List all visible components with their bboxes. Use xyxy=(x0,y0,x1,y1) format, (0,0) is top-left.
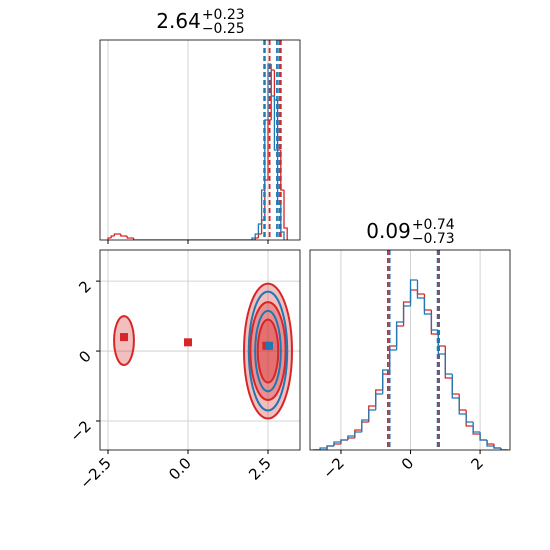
hist-step xyxy=(319,447,328,450)
hist-step xyxy=(423,294,432,311)
hist-step xyxy=(340,439,348,442)
hist-step xyxy=(132,238,137,240)
frame xyxy=(309,249,511,451)
panel: −2 0 2 0.09 +0.74−0.73 xyxy=(309,217,511,482)
contour xyxy=(247,290,289,412)
y-tick-label: 2 xyxy=(75,277,94,296)
plot-area xyxy=(107,40,288,240)
title-plus: +0.74 xyxy=(412,217,455,233)
hist-step xyxy=(113,233,118,236)
plot-area xyxy=(113,282,293,420)
title-value: 0.09 xyxy=(366,219,411,243)
hist-step xyxy=(409,279,418,306)
hist-step xyxy=(416,280,425,299)
hist-step xyxy=(251,237,256,240)
marker xyxy=(120,333,128,342)
hist-step xyxy=(260,189,265,224)
hist-step xyxy=(382,369,390,394)
hist-step xyxy=(486,440,494,445)
title-value: 2.64 xyxy=(156,9,201,33)
panel-title: 2.64 +0.23−0.25 xyxy=(156,7,244,37)
hist-step xyxy=(375,389,383,406)
hist-step xyxy=(409,289,418,302)
hist-step xyxy=(444,346,453,379)
hist-step xyxy=(479,432,488,441)
panel: −2.5 0.0 2.5 −2 0 2 xyxy=(66,249,301,493)
x-tick-label: 2.5 xyxy=(245,454,275,484)
hist-step xyxy=(465,410,474,427)
hist-step xyxy=(423,298,432,315)
hist-step xyxy=(126,236,131,239)
hist-step xyxy=(500,448,508,450)
hist-step xyxy=(395,321,404,350)
plot-area xyxy=(313,250,508,450)
hist-step xyxy=(354,431,362,436)
hist-step xyxy=(361,421,369,430)
marker xyxy=(184,338,192,347)
x-tick-label: 2 xyxy=(467,454,486,473)
hist-step xyxy=(326,445,334,448)
hist-step xyxy=(110,235,115,238)
hist-step xyxy=(254,233,259,238)
title-minus: −0.73 xyxy=(412,231,455,247)
title-minus: −0.25 xyxy=(202,21,245,37)
hist-step xyxy=(458,394,467,411)
hist-step xyxy=(375,393,383,410)
hist-step xyxy=(107,237,112,240)
y-tick-label: 0 xyxy=(75,347,94,366)
marker xyxy=(264,341,273,350)
hist-step xyxy=(270,64,275,97)
hist-step xyxy=(402,305,411,322)
hist-step xyxy=(361,419,369,432)
hist-step xyxy=(458,398,467,415)
hist-step xyxy=(472,426,481,435)
hist-step xyxy=(283,190,288,240)
title-plus: +0.23 xyxy=(202,7,245,23)
panel: 2.64 +0.23−0.25 xyxy=(99,7,301,244)
hist-step xyxy=(389,349,397,370)
frame xyxy=(99,249,301,451)
hist-step xyxy=(368,405,376,422)
y-tick-label: −2 xyxy=(66,417,94,445)
hist-step xyxy=(354,429,362,438)
contour xyxy=(254,309,282,393)
contour xyxy=(249,301,287,401)
hist-step xyxy=(465,414,474,423)
hist-step xyxy=(368,409,376,420)
hist-step xyxy=(479,434,488,441)
hist-step xyxy=(257,223,262,234)
hist-step xyxy=(267,63,272,120)
hist-step xyxy=(416,290,425,295)
hist-step xyxy=(493,446,501,449)
hist-step xyxy=(333,441,341,446)
hist-step xyxy=(120,234,124,237)
x-tick-label: −2 xyxy=(319,454,347,482)
x-tick-label: 0 xyxy=(398,454,417,473)
x-tick-label: −2.5 xyxy=(76,454,114,492)
hist-step xyxy=(273,96,278,151)
panel-title: 0.09 +0.74−0.73 xyxy=(366,217,455,247)
hist-step xyxy=(444,354,453,375)
hist-step xyxy=(451,374,460,399)
hist-step xyxy=(257,233,262,238)
hist-step xyxy=(430,314,439,331)
x-tick-label: 0.0 xyxy=(165,454,195,484)
hist-step xyxy=(486,440,494,447)
hist-step xyxy=(333,443,341,446)
hist-step xyxy=(280,204,285,240)
hist-step xyxy=(347,435,355,440)
frame xyxy=(99,39,301,241)
hist-step xyxy=(451,378,460,395)
hist-step xyxy=(472,422,481,433)
hist-step xyxy=(395,325,404,346)
hist-step xyxy=(347,437,355,440)
contour xyxy=(256,318,280,384)
